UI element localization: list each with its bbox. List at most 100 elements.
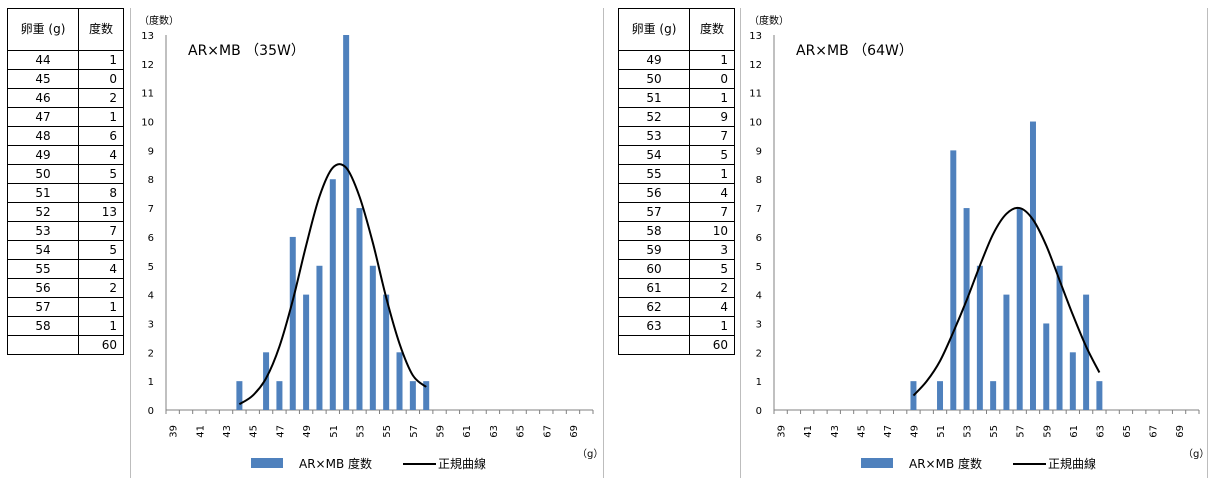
y-tick-label: 9 — [756, 146, 762, 157]
x-tick-label: 61 — [1069, 425, 1080, 438]
bar — [383, 294, 390, 410]
bar — [236, 381, 243, 410]
table-row: 55 1 — [618, 164, 735, 184]
count-cell: 4 — [78, 259, 124, 279]
y-tick-label: 2 — [756, 348, 762, 359]
x-tick-label: 67 — [542, 425, 553, 438]
table-row: 58 10 — [618, 221, 735, 241]
x-tick-label: 65 — [516, 425, 527, 438]
table-row: 56 4 — [618, 183, 735, 203]
y-tick-label: 4 — [148, 291, 154, 302]
bar — [1069, 352, 1076, 410]
normal-curve-line — [912, 206, 1101, 397]
x-tick-label: 45 — [249, 425, 260, 438]
chart-title: AR×MB （64W） — [796, 43, 913, 59]
weight-cell: 48 — [7, 126, 79, 146]
y-tick-label: 4 — [756, 291, 762, 302]
count-cell: 0 — [78, 69, 124, 89]
bar — [976, 265, 983, 410]
total-row: 60 — [618, 335, 735, 355]
bar — [423, 381, 430, 410]
table-row: 56 2 — [7, 278, 124, 298]
bar — [303, 294, 310, 410]
y-tick-label: 6 — [756, 233, 762, 244]
table-row: 48 6 — [7, 126, 124, 146]
table-row: 51 8 — [7, 183, 124, 203]
bar — [396, 352, 403, 410]
count-cell: 5 — [78, 164, 124, 184]
y-tick-label: 2 — [148, 348, 154, 359]
y-tick-label: 6 — [148, 233, 154, 244]
count-cell: 10 — [689, 221, 735, 241]
bar — [329, 179, 336, 410]
count-cell: 1 — [689, 316, 735, 336]
count-cell: 1 — [689, 164, 735, 184]
x-tick-label: 47 — [275, 425, 286, 438]
weight-cell: 58 — [618, 221, 690, 241]
y-tick-label: 7 — [756, 204, 762, 215]
bar — [276, 381, 283, 410]
total-row: 60 — [7, 335, 124, 355]
table-row: 60 5 — [618, 259, 735, 279]
weight-cell: 61 — [618, 278, 690, 298]
count-cell: 4 — [689, 297, 735, 317]
table-row: 61 2 — [618, 278, 735, 298]
count-cell: 2 — [689, 278, 735, 298]
table-row: 55 4 — [7, 259, 124, 279]
x-tick-label: 63 — [1095, 425, 1106, 438]
weight-cell: 47 — [7, 107, 79, 127]
bar — [1003, 294, 1010, 410]
bar — [289, 236, 296, 410]
x-tick-label: 39 — [777, 425, 788, 438]
x-tick-label: 55 — [382, 425, 393, 438]
x-tick-label: 63 — [489, 425, 500, 438]
bar — [409, 381, 416, 410]
count-cell: 1 — [78, 316, 124, 336]
y-tick-label: 10 — [141, 118, 154, 129]
count-cell: 2 — [78, 278, 124, 298]
x-tick-label: 69 — [1175, 425, 1186, 438]
total-label-cell — [7, 335, 79, 355]
table-row: 57 1 — [7, 297, 124, 317]
weight-cell: 45 — [7, 69, 79, 89]
table-row: 54 5 — [7, 240, 124, 260]
weight-cell: 44 — [7, 50, 79, 70]
table-row: 54 5 — [618, 145, 735, 165]
count-column-header: 度数 — [78, 8, 124, 51]
legend-bar-label: AR×MB 度数 — [299, 456, 372, 471]
normal-curve-line — [238, 163, 427, 406]
frequency-table-35w: 卵重 (g) 度数 44 1 45 0 46 2 47 1 48 6 49 4 50 5 51 8 52 13 53… — [7, 8, 124, 355]
x-tick-label: 69 — [569, 425, 580, 438]
count-cell: 8 — [78, 183, 124, 203]
table-row: 59 3 — [618, 240, 735, 260]
y-tick-label: 9 — [148, 146, 154, 157]
weight-column-header: 卵重 (g) — [7, 8, 79, 51]
count-cell: 7 — [689, 202, 735, 222]
weight-cell: 53 — [618, 126, 690, 146]
table-row: 62 4 — [618, 297, 735, 317]
x-tick-label: 43 — [830, 425, 841, 438]
bar — [990, 381, 997, 410]
frequency-table-64w: 卵重 (g) 度数 49 1 50 0 51 1 52 9 53 7 54 5 55 1 56 4 57 7 58 1… — [618, 8, 735, 355]
y-axis-label: （度数） — [139, 14, 179, 27]
bar — [343, 35, 350, 410]
table-row: 53 7 — [618, 126, 735, 146]
weight-cell: 62 — [618, 297, 690, 317]
weight-cell: 63 — [618, 316, 690, 336]
y-tick-label: 13 — [141, 31, 154, 42]
x-tick-label: 39 — [169, 425, 180, 438]
x-tick-label: 53 — [963, 425, 974, 438]
bar — [316, 265, 323, 410]
table-row: 50 5 — [7, 164, 124, 184]
count-cell: 0 — [689, 69, 735, 89]
weight-cell: 52 — [618, 107, 690, 127]
bar — [263, 352, 270, 410]
legend-curve-label: 正規曲線 — [1048, 456, 1096, 471]
legend-bar-label: AR×MB 度数 — [909, 456, 982, 471]
count-cell: 5 — [689, 145, 735, 165]
table-row: 58 1 — [7, 316, 124, 336]
weight-cell: 54 — [618, 145, 690, 165]
weight-cell: 57 — [618, 202, 690, 222]
count-cell: 1 — [78, 50, 124, 70]
